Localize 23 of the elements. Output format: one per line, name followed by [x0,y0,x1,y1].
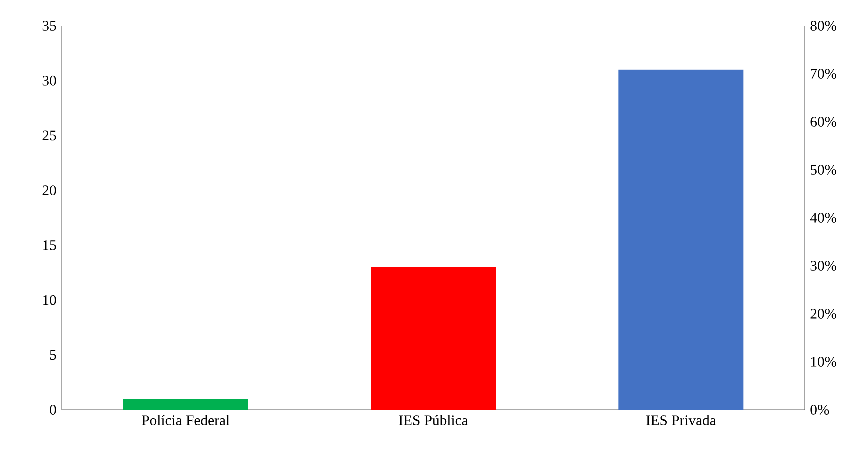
y2-tick-label: 80% [810,21,837,31]
y-tick-label: 30 [42,76,56,86]
y2-tick-label: 70% [811,69,837,79]
y2-tick-label: 50% [811,165,837,175]
x-tick-label: IES Privada [646,415,716,426]
y2-tick-label: 30% [810,261,837,271]
y-tick-label: 10 [43,295,56,306]
bar [123,399,248,410]
bar [371,267,496,410]
x-tick-label: IES Pública [399,415,468,426]
y-tick-label: 15 [43,240,56,250]
y-tick-label: 20 [42,186,56,196]
y-tick-label: 5 [50,350,56,360]
y-tick-label: 25 [42,130,56,141]
y2-tick-label: 40% [810,213,837,223]
y2-tick-label: 0% [810,405,830,415]
y-tick-label: 35 [42,21,56,31]
y2-tick-label: 10% [811,357,837,367]
y2-tick-label: 60% [810,117,837,127]
bar [618,70,744,410]
x-tick-label: Polícia Federal [142,415,230,426]
y2-tick-label: 20% [810,309,837,319]
y-tick-label: 0 [50,405,56,415]
